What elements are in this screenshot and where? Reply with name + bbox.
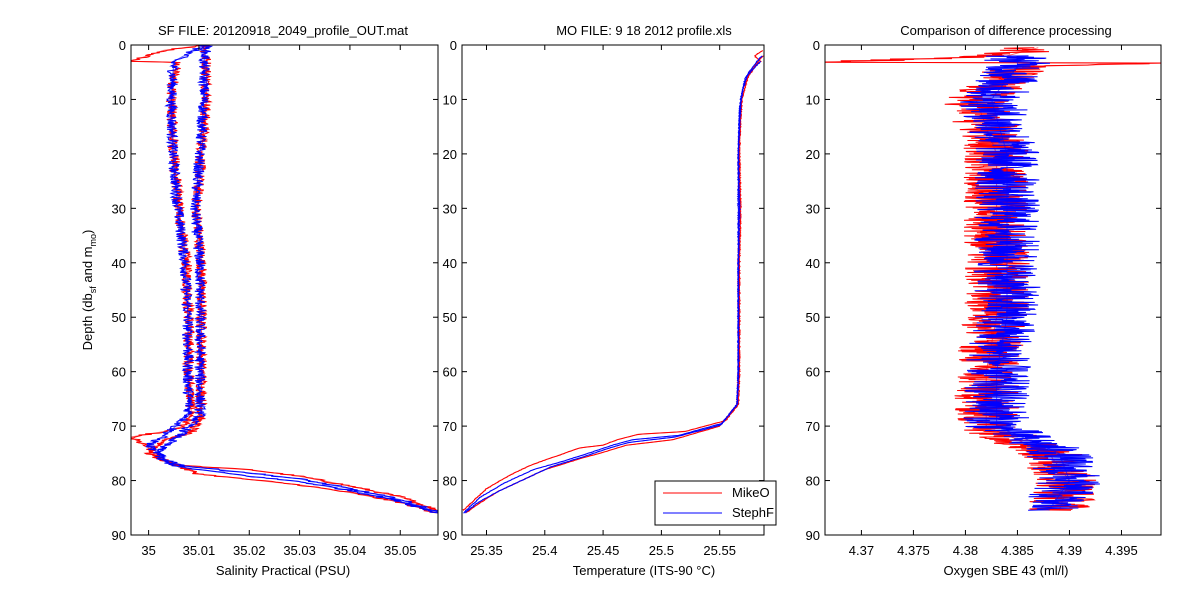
oxygen-x-tick-label: 4.38 bbox=[953, 543, 978, 558]
temperature-x-tick-label: 25.5 bbox=[649, 543, 674, 558]
salinity-y-tick-label: 20 bbox=[112, 147, 126, 162]
salinity-y-tick-label: 60 bbox=[112, 365, 126, 380]
oxygen-series-2-trace-1 bbox=[990, 55, 1071, 511]
temperature-y-tick-label: 80 bbox=[443, 474, 457, 489]
oxygen-y-tick-label: 80 bbox=[806, 474, 820, 489]
salinity-y-tick-label: 70 bbox=[112, 419, 126, 434]
salinity-series-2-line-2 bbox=[155, 45, 438, 514]
temperature-series-group bbox=[462, 49, 764, 514]
salinity-series-2-trace-1 bbox=[147, 45, 438, 513]
oxygen-y-tick-label: 30 bbox=[806, 201, 820, 216]
temperature-panel-title: MO FILE: 9 18 2012 profile.xls bbox=[556, 23, 732, 38]
salinity-x-tick-label: 35.05 bbox=[384, 543, 417, 558]
ylabel-subscript-sf: sf bbox=[88, 286, 98, 294]
oxygen-y-tick-label: 90 bbox=[806, 528, 820, 543]
oxygen-axes-box bbox=[824, 44, 1162, 536]
temperature-y-tick-label: 30 bbox=[443, 201, 457, 216]
temperature-x-tick-label: 25.35 bbox=[470, 543, 503, 558]
temperature-x-tick-label: 25.55 bbox=[703, 543, 736, 558]
oxygen-panel: Comparison of difference processing 4.37… bbox=[806, 23, 1162, 578]
salinity-series-1-line-1 bbox=[131, 45, 437, 511]
temperature-y-tick-label: 70 bbox=[443, 419, 457, 434]
oxygen-y-tick-label: 10 bbox=[806, 92, 820, 107]
salinity-y-tick-label: 90 bbox=[112, 528, 126, 543]
oxygen-x-tick-label: 4.395 bbox=[1105, 543, 1138, 558]
temperature-y-tick-label: 20 bbox=[443, 147, 457, 162]
temperature-y-tick-label: 40 bbox=[443, 256, 457, 271]
ylabel-part-2: and m bbox=[80, 247, 95, 287]
oxygen-x-tick-label: 4.39 bbox=[1057, 543, 1082, 558]
salinity-y-tick-label: 10 bbox=[112, 92, 126, 107]
temperature-y-tick-label: 60 bbox=[443, 365, 457, 380]
ylabel-subscript-mo: mo bbox=[88, 234, 98, 247]
salinity-y-tick-label: 40 bbox=[112, 256, 126, 271]
salinity-y-tick-label: 30 bbox=[112, 201, 126, 216]
oxygen-y-tick-label: 20 bbox=[806, 147, 820, 162]
salinity-axes-box bbox=[130, 44, 439, 536]
temperature-x-tick-label: 25.45 bbox=[587, 543, 620, 558]
legend-label-stephf: StephF bbox=[732, 505, 774, 520]
oxygen-x-tick-label: 4.385 bbox=[1001, 543, 1034, 558]
depth-y-axis-label: Depth (dbsf and mmo) bbox=[80, 230, 98, 351]
oxygen-y-tick-label: 60 bbox=[806, 365, 820, 380]
oxygen-y-tick-label: 70 bbox=[806, 419, 820, 434]
salinity-x-tick-label: 35.01 bbox=[183, 543, 216, 558]
oxygen-y-tick-label: 50 bbox=[806, 310, 820, 325]
temperature-axes-box bbox=[461, 44, 765, 536]
salinity-series-group bbox=[131, 45, 438, 514]
legend-box bbox=[654, 480, 777, 526]
ylabel-part-3: ) bbox=[80, 230, 95, 234]
salinity-y-tick-label: 0 bbox=[119, 38, 126, 53]
legend: MikeO StephF bbox=[654, 480, 777, 526]
temperature-panel: MO FILE: 9 18 2012 profile.xls 25.35 25.4… bbox=[443, 23, 777, 578]
salinity-panel-title: SF FILE: 20120918_2049_profile_OUT.mat bbox=[158, 23, 408, 38]
temperature-x-tick-label: 25.4 bbox=[532, 543, 557, 558]
oxygen-panel-title: Comparison of difference processing bbox=[900, 23, 1112, 38]
ylabel-part-1: Depth (db bbox=[80, 293, 95, 350]
oxygen-series-group bbox=[825, 47, 1161, 511]
temperature-y-tick-label: 50 bbox=[443, 310, 457, 325]
oxygen-plot-area: 4.37 4.375 4.38 4.385 4.39 4.395 0 10 20 30 40 50 60… bbox=[806, 38, 1162, 558]
salinity-y-tick-label: 50 bbox=[112, 310, 126, 325]
oxygen-y-tick-label: 40 bbox=[806, 256, 820, 271]
salinity-x-tick-label: 35.04 bbox=[334, 543, 367, 558]
temperature-plot-area: 25.35 25.4 25.45 25.5 25.55 0 10 20 30 40 50 60 70 80… bbox=[443, 38, 765, 558]
salinity-series-2-line-1 bbox=[145, 45, 438, 512]
oxygen-series-2-line-1 bbox=[959, 55, 1100, 511]
oxygen-y-tick-label: 0 bbox=[813, 38, 820, 53]
salinity-panel: SF FILE: 20120918_2049_profile_OUT.mat 3… bbox=[80, 23, 439, 578]
salinity-x-tick-label: 35.02 bbox=[233, 543, 266, 558]
salinity-x-axis-label: Salinity Practical (PSU) bbox=[216, 563, 350, 578]
temperature-y-tick-label: 10 bbox=[443, 92, 457, 107]
salinity-x-tick-label: 35 bbox=[141, 543, 155, 558]
oxygen-x-axis-label: Oxygen SBE 43 (ml/l) bbox=[944, 563, 1069, 578]
oxygen-x-tick-label: 4.37 bbox=[849, 543, 874, 558]
temperature-y-tick-label: 0 bbox=[450, 38, 457, 53]
salinity-series-2-trace-2 bbox=[158, 45, 438, 514]
temperature-y-tick-label: 90 bbox=[443, 528, 457, 543]
salinity-y-tick-label: 80 bbox=[112, 474, 126, 489]
legend-label-mikeo: MikeO bbox=[732, 485, 770, 500]
temperature-x-axis-label: Temperature (ITS-90 °C) bbox=[573, 563, 715, 578]
salinity-plot-area: 35 35.01 35.02 35.03 35.04 35.05 0 10 20 30 40 50 60… bbox=[112, 38, 439, 558]
salinity-x-tick-label: 35.03 bbox=[283, 543, 316, 558]
oxygen-x-tick-label: 4.375 bbox=[897, 543, 930, 558]
temperature-series-2-trace-2 bbox=[463, 60, 761, 514]
